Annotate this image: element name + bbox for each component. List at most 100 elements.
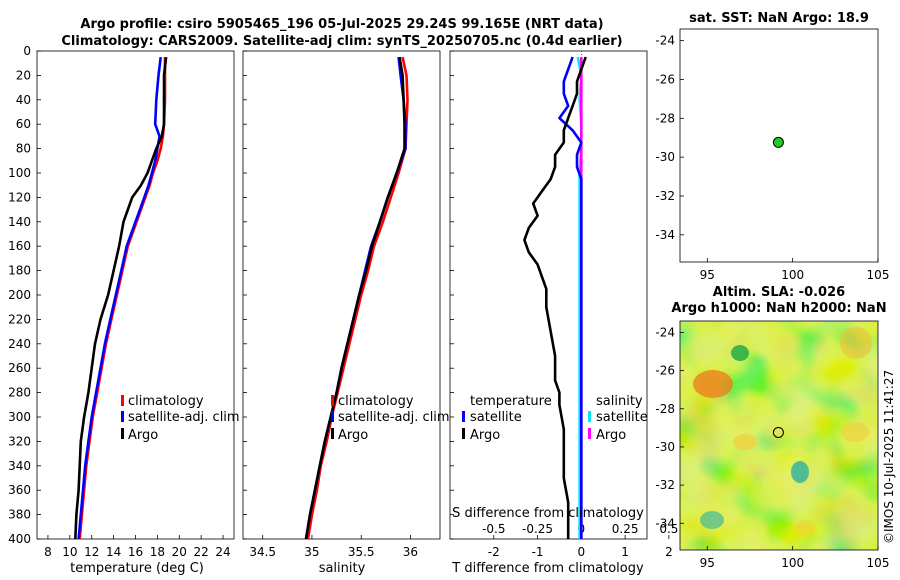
depth-tick-label: 40 [16,93,31,107]
legend-t-argo-swatch [462,428,465,439]
map-x-tick-label: 95 [700,556,715,570]
temperature-xlabel: temperature (deg C) [70,561,204,576]
title-line-1: Argo profile: csiro 5905465_196 05-Jul-2… [80,17,603,32]
x-tick-label: 12 [84,545,99,559]
legend-climatology-label: climatology [338,394,414,409]
depth-tick-label: 60 [16,117,31,131]
series-temperature-satellite-line [558,56,583,539]
legend-s-satellite-label: satellite [596,410,648,425]
s-tick-label: 0.5 [659,522,678,536]
sst-map-plot: 95 100 105 -24 -26 -28 -30 -32 -34 [655,34,889,282]
sla-anomaly-low [791,461,809,483]
depth-tick-label: 340 [8,459,31,473]
difference-legend: temperature salinity satellite Argo sate… [462,394,648,443]
series-climatology-line [78,57,167,540]
legend-argo-swatch [121,428,124,439]
x-tick-label: 24 [215,545,230,559]
sla-map-plot: 95 100 105 -24 -26 -28 -30 -32 -34 [655,325,889,570]
legend-climatology-swatch [121,395,124,406]
difference-plot: -2 -1 0 1 2-0.5 -0.25 0 0.25 0.5 [482,51,678,559]
sla-anomaly-high [795,520,815,536]
depth-tick-label: 20 [16,68,31,82]
map-x-tick-label: 100 [781,556,804,570]
series-argo-line [304,56,406,540]
depth-tick-label: 200 [8,288,31,302]
x-tick-label: 2 [665,545,673,559]
temperature-legend: climatology satellite-adj. clim Argo [121,394,240,443]
sst-map-panel [679,28,879,263]
x-tick-label: 1 [621,545,629,559]
legend-satellite-swatch [121,411,124,422]
sst-map-title: sat. SST: NaN Argo: 18.9 [689,11,869,26]
legend-s-argo-label: Argo [596,428,626,443]
sla-anomaly-high [733,434,757,450]
series-satellite-adj-clim-line [77,56,162,540]
legend-climatology-swatch [331,395,334,406]
map-y-tick-label: -24 [655,325,675,339]
depth-tick-label: 360 [8,483,31,497]
depth-tick-label: 300 [8,410,31,424]
depth-tick-label: 280 [8,386,31,400]
legend-salinity-header: salinity [596,394,643,409]
imos-stamp: ©IMOS 10-Jul-2025 11:41:27 [882,370,896,544]
map-x-tick-label: 105 [867,556,890,570]
title-line-2: Climatology: CARS2009. Satellite-adj cli… [61,34,622,49]
temperature-plot: 8 10 12 14 16 18 20 22 24 [44,56,231,559]
x-tick-label: 35 [304,545,319,559]
x-tick-label: 18 [150,545,165,559]
s-tick-label: -0.25 [522,522,553,536]
map-y-tick-label: -24 [655,34,675,48]
depth-tick-label: 220 [8,312,31,326]
x-tick-label: -2 [488,545,500,559]
depth-tick-label: 80 [16,142,31,156]
temperature-panel [36,50,235,540]
sla-map-panel [679,320,879,551]
map-y-tick-label: -34 [655,516,675,530]
salinity-xlabel: salinity [319,561,366,576]
sla-heatmap [680,321,878,550]
legend-argo-label: Argo [338,428,368,443]
map-y-tick-label: -26 [655,364,675,378]
difference-xlabel: T difference from climatology [451,561,644,576]
depth-tick-label: 400 [8,532,31,546]
legend-temperature-header: temperature [470,394,552,409]
s-tick-label: -0.5 [482,522,505,536]
salinity-legend: climatology satellite-adj. clim Argo [331,394,450,443]
map-x-tick-label: 95 [700,268,715,282]
x-tick-label: -1 [532,545,544,559]
s-difference-label: S difference from climatology [452,506,644,521]
map-y-tick-label: -28 [655,402,675,416]
depth-tick-label: 140 [8,215,31,229]
x-tick-label: 0 [578,545,586,559]
s-tick-label: 0.25 [612,522,639,536]
map-y-tick-label: -26 [655,72,675,86]
legend-t-argo-label: Argo [470,428,500,443]
legend-satellite-label: satellite-adj. clim [128,410,240,425]
legend-satellite-swatch [331,411,334,422]
x-tick-label: 35.5 [348,545,375,559]
series-argo-line [74,56,168,540]
sla-map-title-1: Altim. SLA: -0.026 [713,285,845,300]
depth-tick-label: 160 [8,239,31,253]
sla-anomaly-high [840,327,872,359]
map-y-tick-label: -34 [655,228,675,242]
sla-anomaly-low [700,511,724,529]
x-tick-label: 16 [128,545,143,559]
depth-tick-label: 120 [8,190,31,204]
legend-argo-swatch [331,428,334,439]
x-tick-label: 14 [106,545,121,559]
legend-s-argo-swatch [588,428,591,439]
depth-tick-label: 320 [8,434,31,448]
x-tick-label: 36 [403,545,418,559]
depth-tick-label: 100 [8,166,31,180]
x-tick-label: 10 [62,545,77,559]
map-x-tick-label: 100 [781,268,804,282]
argo-float-marker [772,136,784,148]
argo-float-marker [772,426,784,438]
depth-tick-label: 380 [8,508,31,522]
sla-anomaly-low [731,345,749,361]
sla-anomaly-high [841,422,869,442]
depth-tick-label: 240 [8,337,31,351]
salinity-plot: 34.5 35 35.5 36 [249,56,418,559]
